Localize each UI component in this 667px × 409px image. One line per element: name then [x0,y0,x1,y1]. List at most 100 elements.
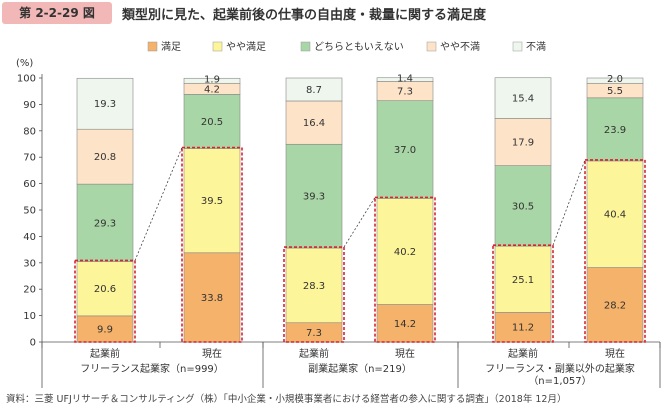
data-label: 19.3 [94,99,116,110]
connector-line [134,147,183,261]
header: 第 2-2-29 図 類型別に見た、起業前後の仕事の自由度・裁量に関する満足度 [0,0,667,26]
legend-label: やや不満 [440,41,480,53]
data-label: 4.2 [204,84,220,95]
data-label: 40.2 [394,247,416,258]
legend-swatch [426,41,437,52]
y-tick-label: 80 [23,126,36,137]
bar-segment [494,245,552,313]
connector-line [343,197,376,248]
legend-label: 満足 [161,41,181,53]
y-tick-label: 30 [23,258,36,269]
data-label: 8.7 [306,85,322,96]
bar-segment [285,247,343,324]
data-label: 29.3 [94,218,116,229]
data-label: 9.9 [97,324,113,335]
bar-segment [494,77,552,119]
data-label: 16.4 [303,118,325,129]
data-label: 39.5 [201,196,223,207]
legend-swatch [147,41,158,52]
connectors [134,147,586,261]
bar-segment [76,128,134,185]
bar-segment [376,198,434,305]
bar-segment [586,77,644,84]
data-label: 30.5 [512,201,534,212]
data-label: 33.8 [201,293,223,304]
data-label: 28.2 [604,300,626,311]
bar-segment [285,77,343,102]
bar-segment [76,261,134,317]
bar-segment [183,94,241,149]
source-note: 資料：三菱 UFJリサーチ＆コンサルティング（株）「中小企業・小規模事業者におけ… [6,394,567,405]
legend: 満足 やや満足 どちらともいえない やや不満 不満 [147,41,546,53]
bar-segment [76,183,134,262]
data-label: 37.0 [394,145,416,156]
bar-segment [494,118,552,166]
data-label: 25.1 [512,275,534,286]
category-label: 起業前 [90,347,120,360]
data-label: 20.5 [201,117,223,128]
y-tick-label: 40 [23,232,36,243]
category-label: 現在 [395,348,415,360]
data-label: 20.6 [94,284,116,295]
bars: 9.9 20.6 29.3 20.8 19.3 33.8 39.5 20.5 4.21.9 7.3… [74,74,646,343]
data-label: 15.4 [512,94,534,105]
data-label: 39.3 [303,192,325,203]
satisfaction-highlight [374,196,436,343]
data-label: 23.9 [604,125,626,136]
y-tick-label: 50 [23,206,36,217]
bar-segment [586,160,644,268]
y-tick-label: 0 [30,338,36,349]
category-label: 起業前 [299,347,329,360]
bar-segment [586,97,644,162]
satisfaction-highlight [74,259,136,343]
data-label: 5.5 [607,86,623,97]
satisfaction-highlight [283,246,345,343]
category-label: 現在 [202,348,222,360]
chart-title: 類型別に見た、起業前後の仕事の自由度・裁量に関する満足度 [122,8,487,23]
group-label: 副業起業家（n=219） [308,362,412,375]
legend-swatch [212,41,223,52]
bar-segment [376,100,434,199]
unit-label: (%) [16,58,33,69]
y-tick-label: 20 [23,285,36,296]
legend-label: どちらともいえない [314,41,404,53]
figure-label: 第 2-2-29 図 [2,2,112,24]
bar-segment [76,77,134,130]
satisfaction-highlight [492,244,554,343]
group-label-line2: （n=1,057） [528,375,591,387]
legend-swatch [300,41,311,52]
data-label: 40.4 [604,210,626,221]
bar-segment [183,77,241,84]
legend-label: やや満足 [226,41,266,53]
data-label: 2.0 [607,74,623,85]
y-tick-label: 100 [17,74,36,85]
data-label: 28.3 [303,281,325,292]
bar-segment [586,267,644,343]
data-label: 20.8 [94,152,116,163]
group-label: フリーランス・副業以外の起業家 [485,362,635,375]
y-tick-label: 70 [23,153,36,164]
data-label: 7.3 [306,328,322,339]
satisfaction-highlight [181,146,243,343]
data-label: 17.9 [512,138,534,149]
data-label: 11.2 [512,323,534,334]
axes: 0 10 20 30 40 50 60 70 80 90 100 [17,74,661,388]
connector-line [552,159,586,246]
category-label: 起業前 [508,347,538,360]
group-label: フリーランス起業家（n=999） [80,362,224,375]
bar-segment [76,315,134,343]
satisfaction-highlight [584,159,646,343]
bar-segment [494,312,552,343]
legend-label: 不満 [526,41,546,53]
data-label: 1.9 [204,74,220,85]
y-tick-label: 10 [23,311,36,322]
bar-segment [183,148,241,254]
y-tick-label: 90 [23,100,36,111]
bar-segment [183,252,241,343]
data-label: 14.2 [394,319,416,330]
data-label: 1.4 [397,74,413,85]
data-label: 7.3 [397,87,413,98]
y-tick-label: 60 [23,179,36,190]
